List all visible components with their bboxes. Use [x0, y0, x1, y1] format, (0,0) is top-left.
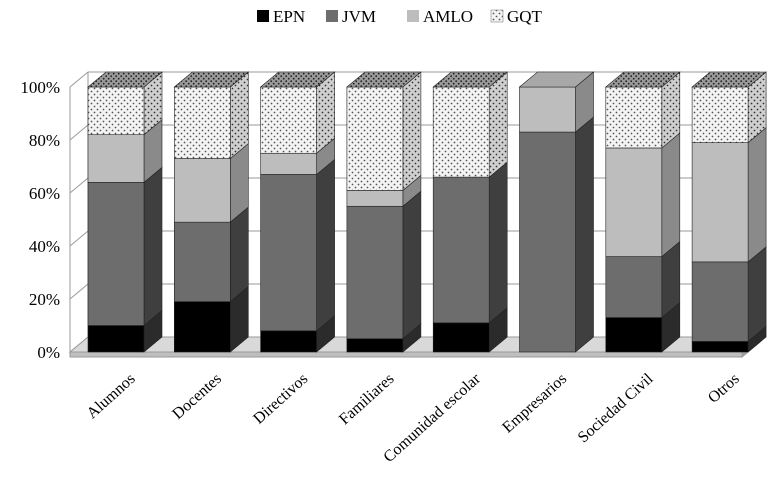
bar-segment-amlo: [174, 158, 231, 223]
bar-stack: [87, 71, 163, 353]
bar-segment-gqt: [605, 86, 663, 149]
y-tick-label: 20%: [29, 290, 60, 309]
bar-top-face: [691, 71, 767, 88]
bar-side-jvm: [747, 246, 767, 343]
y-tick-label: 80%: [29, 131, 60, 150]
bar-segment-jvm: [346, 205, 404, 340]
bar-stack: [518, 71, 595, 353]
y-axis: 0% 20% 40% 60% 80% 100%: [20, 78, 60, 362]
bar-segment-epn: [174, 301, 231, 353]
bar-top-face: [518, 71, 595, 88]
bar-segment-jvm: [691, 261, 749, 342]
x-tick-label: Docentes: [169, 370, 225, 422]
bar-top-face: [604, 71, 681, 88]
bar-top-face: [346, 71, 422, 88]
bar-side-jvm: [402, 190, 422, 340]
bar-segment-gqt: [432, 86, 490, 178]
bar-side-jvm: [230, 206, 249, 303]
bar-top-face: [173, 71, 250, 88]
bar-segment-epn: [87, 325, 145, 353]
bar-side-jvm: [488, 161, 508, 324]
bar-side-amlo: [747, 127, 767, 263]
bar-segment-epn: [605, 317, 663, 353]
y-tick-label: 0%: [37, 343, 60, 362]
bar-top-face: [259, 71, 336, 88]
legend-swatch-gqt: [490, 9, 504, 23]
bar-segment-gqt: [260, 86, 317, 154]
bars: [87, 71, 767, 353]
bar-segment-jvm: [432, 176, 490, 324]
x-tick-label: Familiares: [336, 370, 398, 428]
bar-side-jvm: [316, 158, 335, 332]
y-tick-label: 60%: [29, 184, 60, 203]
x-tick-label: Otros: [705, 370, 743, 406]
legend-label-gqt: GQT: [507, 7, 543, 26]
bar-segment-amlo: [691, 142, 749, 263]
bar-stack: [432, 71, 509, 353]
bar-segment-epn: [346, 338, 404, 353]
gridline-diagonal: [69, 283, 89, 300]
gridline-diagonal: [69, 230, 89, 247]
bar-segment-jvm: [87, 182, 145, 326]
bar-segment-amlo: [605, 147, 663, 257]
bar-side-gqt: [488, 71, 508, 178]
bar-segment-gqt: [87, 86, 145, 136]
y-tick-label: 40%: [29, 237, 60, 256]
bar-segment-jvm: [519, 131, 576, 353]
bar-segment-epn: [691, 341, 749, 353]
bar-segment-amlo: [519, 86, 576, 133]
bar-segment-gqt: [346, 86, 404, 191]
x-tick-label: Alumnos: [84, 370, 139, 422]
bar-segment-epn: [432, 322, 490, 353]
legend: EPN JVM AMLO GQT: [257, 7, 543, 26]
bar-stack: [691, 71, 767, 353]
bar-segment-jvm: [605, 256, 663, 318]
bar-segment-jvm: [174, 221, 231, 302]
x-tick-label: Directivos: [250, 370, 311, 427]
bar-segment-amlo: [87, 134, 145, 183]
gridline-diagonal: [69, 124, 89, 141]
x-tick-label: Sociedad Civil: [575, 370, 657, 446]
x-axis: Alumnos Docentes Directivos FamiliaresComun…: [84, 370, 743, 466]
bar-stack: [604, 71, 681, 353]
bar-stack: [173, 71, 250, 353]
legend-swatch-amlo: [407, 10, 419, 22]
legend-label-amlo: AMLO: [423, 7, 473, 26]
bar-side-amlo: [661, 132, 681, 258]
bar-segment-gqt: [691, 86, 749, 143]
bar-top-face: [432, 71, 509, 88]
bar-side-gqt: [402, 71, 422, 191]
legend-swatch-jvm: [326, 10, 338, 22]
legend-label-jvm: JVM: [342, 7, 376, 26]
bar-segment-amlo: [346, 190, 404, 207]
x-tick-label: Empresarios: [499, 370, 570, 436]
bar-stack: [346, 71, 422, 353]
y-tick-label: 100%: [20, 78, 60, 97]
legend-label-epn: EPN: [273, 7, 305, 26]
gridline-diagonal: [69, 71, 89, 88]
bar-top-face: [87, 71, 163, 88]
bar-segment-jvm: [260, 174, 317, 332]
gridline-diagonal: [69, 177, 89, 194]
legend-swatch-epn: [257, 10, 269, 22]
bar-side-jvm: [143, 166, 163, 327]
floor-front: [69, 351, 743, 358]
bar-segment-amlo: [260, 152, 317, 175]
bar-segment-epn: [260, 330, 317, 353]
bar-stack: [259, 71, 336, 353]
bar-side-jvm: [575, 116, 594, 353]
bar-segment-gqt: [174, 86, 231, 159]
